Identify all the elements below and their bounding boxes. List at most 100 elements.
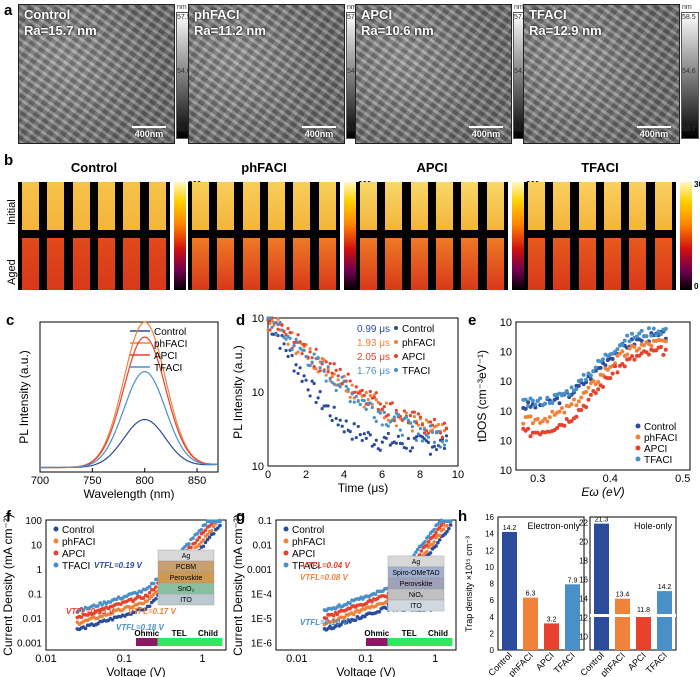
afm-title: Control bbox=[24, 7, 71, 22]
data-point-apci bbox=[416, 412, 421, 416]
data-point-apci bbox=[434, 531, 438, 535]
data-point-phfaci bbox=[286, 342, 290, 346]
device-layer-label-f: SnO₂ bbox=[178, 586, 195, 593]
bar-value-label: 14.2 bbox=[658, 584, 672, 591]
data-point-phfaci bbox=[404, 411, 408, 415]
data-point-control bbox=[302, 374, 306, 378]
data-point-apci bbox=[147, 590, 152, 595]
data-point-control bbox=[326, 404, 330, 408]
x-tick-label-d: 0 bbox=[265, 469, 271, 481]
qe-pixel-initial bbox=[528, 182, 546, 230]
legend-label-e: APCI bbox=[644, 444, 667, 455]
data-point-apci bbox=[193, 541, 197, 545]
qe-pixel-aged bbox=[553, 238, 571, 290]
panel-d-label: d bbox=[236, 312, 246, 329]
y-tick-label-h-left: 14 bbox=[485, 530, 494, 539]
data-point-apci bbox=[412, 410, 417, 414]
qe-pixel-initial bbox=[268, 182, 286, 230]
data-point-tfaci bbox=[569, 385, 574, 390]
data-point-control bbox=[420, 435, 425, 439]
qe-map-phfaci bbox=[188, 182, 340, 290]
data-point-control bbox=[408, 449, 412, 453]
y-tick-label-h-right: 20 bbox=[579, 538, 588, 547]
y-axis-label-f: Current Density (mA cm⁻²) bbox=[1, 514, 15, 656]
data-point-tfaci bbox=[328, 376, 332, 381]
qe-pixel-initial bbox=[578, 182, 596, 230]
x-tick-label-g: 0.01 bbox=[286, 653, 307, 665]
data-point-control bbox=[362, 432, 366, 436]
device-layer-label-g: ITO bbox=[410, 603, 422, 610]
colorbar-tick: 54.6 bbox=[177, 68, 191, 75]
data-point-phfaci bbox=[613, 361, 618, 366]
data-point-phfaci bbox=[336, 378, 340, 382]
qe-colorbar bbox=[174, 182, 186, 290]
colorbar-tick: 51.6 bbox=[177, 126, 191, 133]
data-point-tfaci bbox=[400, 433, 404, 437]
data-point-tfaci bbox=[394, 411, 398, 415]
region-label-ohmic-g: Ohmic bbox=[364, 629, 389, 638]
data-point-control bbox=[384, 436, 388, 440]
data-point-phfaci bbox=[596, 379, 601, 384]
data-point-phfaci bbox=[201, 538, 206, 542]
data-point-phfaci bbox=[545, 419, 550, 424]
legend-swatch-f bbox=[53, 538, 59, 544]
data-point-tfaci bbox=[613, 349, 618, 354]
data-point-control bbox=[308, 394, 312, 398]
data-point-phfaci bbox=[550, 409, 555, 414]
data-point-phfaci bbox=[209, 528, 214, 533]
data-point-tfaci bbox=[288, 336, 292, 340]
data-point-tfaci bbox=[637, 331, 642, 336]
data-point-apci bbox=[380, 407, 384, 411]
device-layer-label-f: PCBM bbox=[176, 564, 196, 571]
data-point-tfaci bbox=[362, 399, 366, 403]
data-point-tfaci bbox=[432, 440, 437, 444]
data-point-apci bbox=[417, 553, 422, 557]
data-point-apci bbox=[296, 333, 300, 337]
data-point-phfaci bbox=[637, 346, 642, 351]
data-point-phfaci bbox=[384, 599, 389, 604]
data-point-phfaci bbox=[620, 349, 625, 354]
data-point-apci bbox=[588, 392, 593, 397]
data-point-apci bbox=[574, 414, 579, 419]
data-point-tfaci bbox=[543, 401, 547, 406]
afm-roughness: Ra=11.2 nm bbox=[194, 23, 266, 38]
data-point-apci bbox=[378, 402, 382, 406]
data-point-tfaci bbox=[535, 399, 540, 404]
y-tick-label-h-left: 2 bbox=[490, 629, 495, 638]
data-point-tfaci bbox=[601, 357, 605, 362]
data-point-apci bbox=[564, 416, 569, 421]
data-point-apci bbox=[601, 384, 605, 389]
device-layer-f bbox=[157, 593, 215, 606]
data-point-phfaci bbox=[559, 406, 564, 411]
legend-swatch-f bbox=[53, 550, 59, 556]
legend-swatch-d bbox=[394, 368, 398, 372]
data-point-phfaci bbox=[197, 542, 202, 547]
data-point-apci bbox=[593, 391, 598, 396]
data-point-tfaci bbox=[348, 601, 352, 606]
legend-label-g: Control bbox=[292, 525, 324, 536]
data-point-phfaci bbox=[528, 414, 533, 419]
x-tick-label-d: 2 bbox=[303, 469, 309, 481]
data-point-apci bbox=[141, 596, 146, 600]
data-point-tfaci bbox=[348, 400, 352, 404]
panel-e-label: e bbox=[468, 312, 477, 329]
data-point-tfaci bbox=[414, 438, 419, 442]
data-point-tfaci bbox=[414, 550, 418, 554]
category-label-h: TFACI bbox=[552, 650, 577, 675]
data-point-control bbox=[426, 440, 431, 444]
data-point-apci bbox=[195, 538, 199, 542]
plot-frame-h-0 bbox=[497, 516, 585, 651]
legend-swatch-g bbox=[283, 562, 289, 568]
data-point-control bbox=[211, 531, 216, 536]
bar-control bbox=[594, 523, 609, 650]
data-point-control bbox=[330, 418, 334, 423]
bar-tfaci bbox=[657, 591, 672, 650]
y-tick-label-h-left: 16 bbox=[485, 513, 494, 522]
data-point-apci bbox=[646, 352, 651, 357]
afm-image-control: Control Ra=15.7 nm 400nm bbox=[18, 4, 175, 144]
colorbar-unit: nm bbox=[177, 4, 187, 11]
legend-swatch-f bbox=[53, 562, 59, 568]
qe-map-title: phFACI bbox=[241, 160, 287, 175]
y-tick-label-f: 100 bbox=[25, 516, 42, 527]
